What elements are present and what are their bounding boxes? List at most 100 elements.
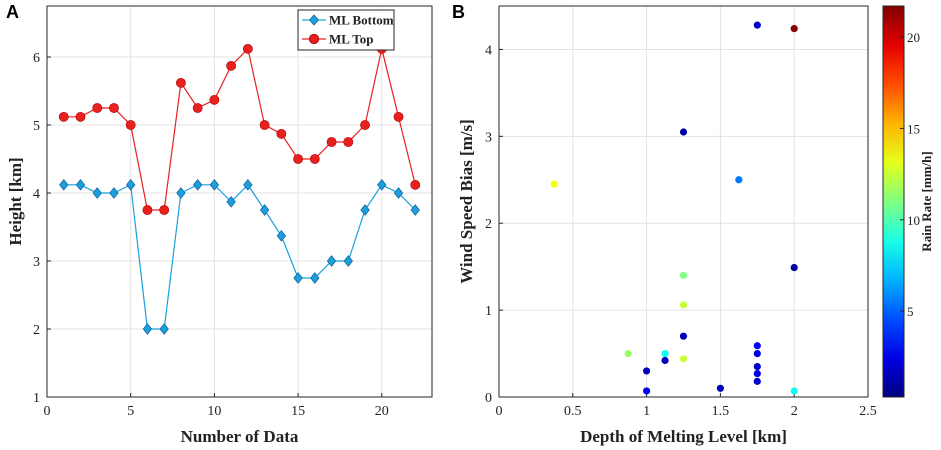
scatter-point (550, 180, 558, 188)
data-point-ml-bottom (209, 178, 220, 191)
scatter-point (753, 349, 761, 358)
data-point-ml-top (309, 154, 320, 164)
scatter-point (790, 24, 798, 33)
data-point-ml-top (209, 94, 220, 105)
colorbar-tick-label: 20 (907, 30, 920, 45)
legend-ml-bottom-label: ML Bottom (329, 13, 394, 28)
scatter-point (624, 349, 632, 358)
scatter-point (679, 301, 688, 309)
scatter-point (679, 271, 688, 279)
panel-b-ylabel: Wind Speed Bias [m/s] (457, 119, 476, 284)
data-point-ml-bottom (75, 178, 86, 191)
series-line-ml-bottom (63, 183, 416, 330)
data-point-ml-bottom (343, 255, 353, 267)
scatter-point (679, 355, 688, 363)
data-point-ml-top (343, 137, 354, 147)
data-point-ml-bottom (326, 255, 337, 267)
scatter-point (753, 21, 761, 29)
data-point-ml-bottom (59, 178, 69, 191)
scatter-point (661, 349, 669, 358)
y-tick-label: 1 (485, 304, 492, 319)
data-point-ml-top (159, 205, 170, 215)
data-point-ml-top (226, 60, 237, 71)
data-point-ml-top (259, 120, 270, 130)
data-point-ml-bottom (243, 178, 253, 191)
data-point-ml-bottom (276, 229, 287, 242)
data-point-ml-bottom (410, 204, 420, 216)
y-tick-label: 0 (485, 391, 492, 406)
scatter-point (753, 362, 761, 371)
data-point-ml-top (410, 179, 421, 190)
panel-a-ylabel: Height [km] (6, 157, 25, 245)
panel-a-label: A (6, 2, 19, 22)
data-point-ml-bottom (259, 204, 270, 216)
x-tick-label: 10 (207, 404, 221, 419)
colorbar: 5 10 15 20 Rain Rate [mm/h] (882, 5, 934, 398)
y-tick-label: 2 (33, 323, 40, 338)
y-tick-label: 4 (485, 43, 492, 58)
data-point-ml-top (393, 111, 404, 122)
scatter-point (790, 387, 798, 395)
data-point-ml-bottom (360, 204, 370, 216)
data-point-ml-top (176, 77, 186, 88)
y-tick-label: 6 (33, 51, 40, 66)
panel-b-axes (498, 5, 869, 398)
data-point-ml-top (142, 205, 153, 215)
panel-a-legend: ML Bottom ML Top (297, 9, 395, 51)
scatter-point (790, 263, 798, 272)
scatter-point (679, 128, 688, 136)
legend-ml-bottom-marker (308, 14, 320, 26)
scatter-point (716, 384, 725, 392)
scatter-point (753, 377, 761, 385)
colorbar-tick-label: 15 (907, 121, 920, 136)
data-point-ml-bottom (92, 187, 102, 199)
data-point-ml-top (75, 111, 86, 122)
data-point-ml-bottom (377, 178, 387, 191)
data-point-ml-top (192, 103, 203, 113)
x-tick-label: 2 (791, 404, 798, 419)
scatter-point (643, 387, 651, 395)
legend-ml-top-marker (308, 33, 320, 45)
y-tick-label: 4 (33, 187, 40, 202)
x-tick-label: 0 (496, 404, 503, 419)
data-point-ml-top (92, 103, 103, 113)
legend-ml-top-label: ML Top (329, 32, 373, 47)
x-tick-label: 1.5 (712, 404, 730, 419)
colorbar-tick-label: 5 (907, 304, 914, 319)
panel-b-xlabel: Depth of Melting Level [km] (580, 427, 787, 446)
data-point-ml-bottom (310, 272, 320, 284)
data-point-ml-bottom (226, 195, 236, 208)
data-point-ml-bottom (159, 323, 169, 335)
colorbar-tick-label: 10 (907, 213, 920, 228)
scatter-point (679, 332, 688, 340)
data-point-ml-bottom (142, 323, 153, 335)
data-point-ml-top (293, 154, 303, 164)
series-line-ml-top (63, 47, 416, 211)
data-point-ml-top (58, 111, 69, 122)
scatter-point (753, 369, 761, 378)
x-tick-label: 15 (291, 404, 305, 419)
data-point-ml-bottom (176, 187, 186, 199)
x-tick-label: 5 (127, 404, 134, 419)
scatter-point (643, 367, 651, 375)
scatter-point (661, 356, 669, 365)
x-tick-label: 20 (375, 404, 389, 419)
x-tick-label: 0 (44, 404, 51, 419)
chart-panel-a: A 0 5 10 15 20 1 2 3 4 5 6 Number of Data Height [… (6, 2, 433, 446)
y-tick-label: 1 (33, 391, 40, 406)
panel-a-xlabel: Number of Data (181, 427, 299, 446)
data-point-ml-bottom (192, 178, 203, 191)
data-point-ml-top (326, 137, 337, 147)
y-tick-label: 3 (485, 130, 492, 145)
panel-b-label: B (452, 2, 465, 22)
scatter-point (735, 176, 743, 184)
data-point-ml-top (242, 43, 253, 54)
scatter-point (753, 342, 761, 350)
data-point-ml-top (109, 103, 119, 113)
colorbar-gradient (882, 5, 905, 398)
colorbar-label: Rain Rate [mm/h] (919, 151, 934, 251)
data-point-ml-top (276, 128, 287, 139)
data-point-ml-bottom (293, 272, 303, 284)
y-tick-label: 3 (33, 255, 40, 270)
